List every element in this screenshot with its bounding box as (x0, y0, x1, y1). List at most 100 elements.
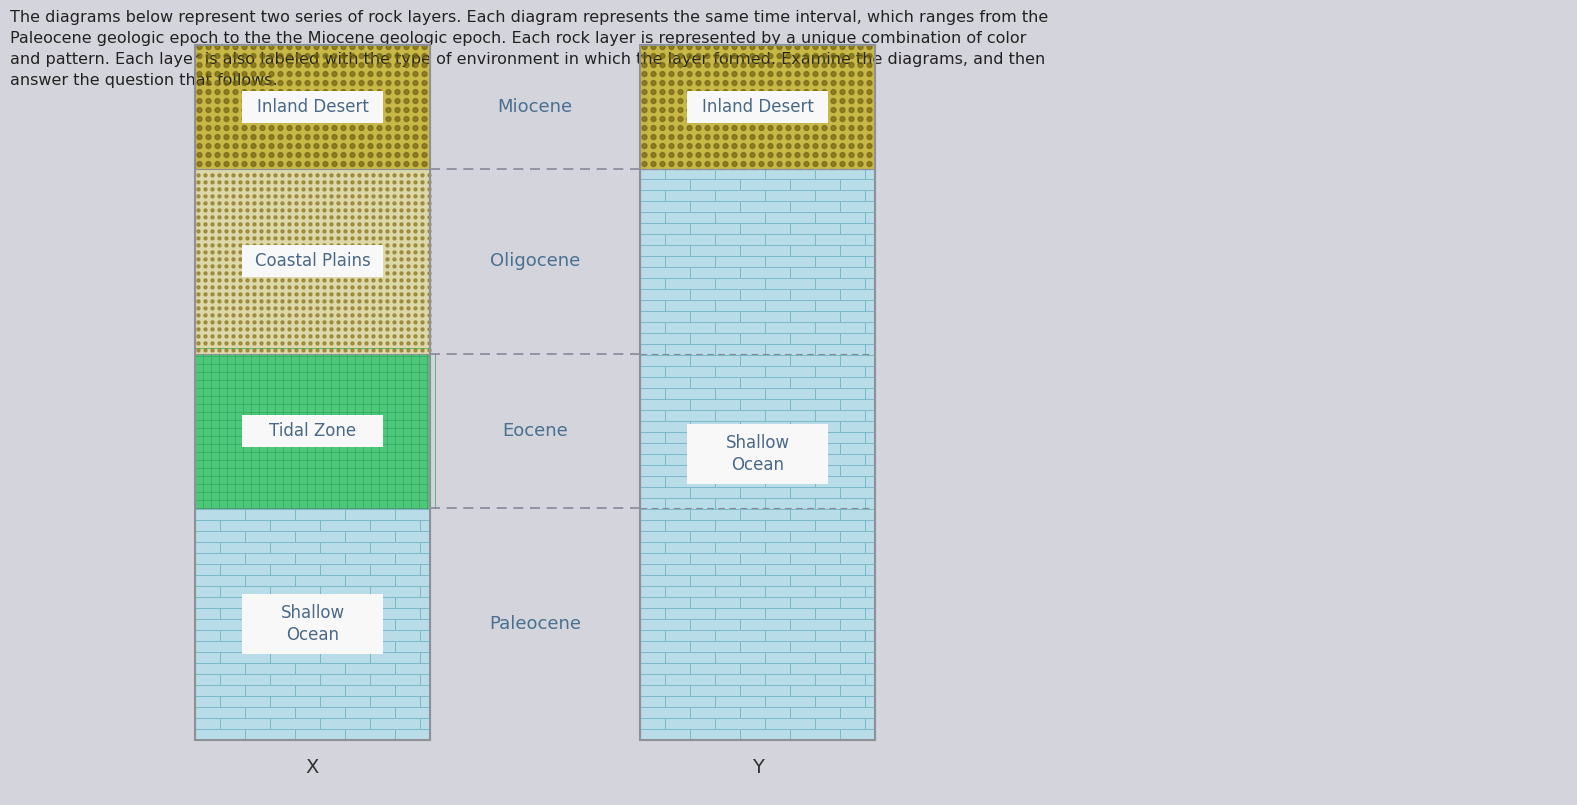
Circle shape (270, 126, 274, 130)
Circle shape (246, 272, 249, 275)
Circle shape (214, 54, 221, 59)
Circle shape (777, 117, 782, 122)
Circle shape (304, 72, 311, 76)
Circle shape (224, 162, 229, 167)
Circle shape (386, 188, 390, 191)
Circle shape (315, 181, 319, 184)
Circle shape (260, 328, 263, 331)
Circle shape (218, 188, 221, 191)
Circle shape (341, 108, 345, 113)
Circle shape (203, 181, 207, 184)
Circle shape (232, 307, 235, 310)
Circle shape (295, 216, 298, 219)
Circle shape (831, 98, 836, 104)
Circle shape (303, 188, 304, 191)
Circle shape (252, 208, 255, 212)
Circle shape (218, 174, 221, 177)
Circle shape (358, 342, 361, 345)
Circle shape (407, 321, 410, 324)
Circle shape (330, 216, 333, 219)
Circle shape (350, 89, 355, 94)
Circle shape (404, 153, 408, 158)
Circle shape (267, 230, 270, 233)
Circle shape (246, 307, 249, 310)
Circle shape (688, 80, 692, 85)
Bar (640, 45, 875, 168)
Circle shape (642, 63, 647, 68)
Circle shape (323, 307, 326, 310)
Circle shape (841, 72, 845, 76)
Circle shape (364, 279, 367, 282)
Circle shape (415, 208, 416, 212)
Circle shape (413, 153, 418, 158)
Bar (196, 45, 431, 168)
Circle shape (364, 230, 367, 233)
Circle shape (218, 223, 221, 226)
Circle shape (211, 300, 214, 303)
Circle shape (233, 162, 238, 167)
Circle shape (777, 153, 782, 158)
Circle shape (393, 342, 396, 345)
Bar (196, 508, 431, 740)
Circle shape (848, 98, 855, 104)
Circle shape (651, 134, 656, 139)
Circle shape (330, 174, 333, 177)
Circle shape (364, 195, 367, 198)
Circle shape (226, 258, 229, 261)
Circle shape (848, 72, 855, 76)
Circle shape (323, 328, 326, 331)
Circle shape (364, 208, 367, 212)
Circle shape (661, 72, 665, 76)
Circle shape (323, 126, 328, 130)
Circle shape (413, 98, 418, 104)
Circle shape (323, 117, 328, 122)
Circle shape (367, 126, 374, 130)
Circle shape (304, 89, 311, 94)
Circle shape (751, 72, 755, 76)
Circle shape (386, 80, 391, 85)
Circle shape (386, 216, 390, 219)
Circle shape (364, 335, 367, 338)
Circle shape (323, 202, 326, 205)
Circle shape (421, 300, 424, 303)
Circle shape (289, 279, 292, 282)
Circle shape (378, 230, 382, 233)
Circle shape (278, 108, 282, 113)
Circle shape (352, 237, 353, 240)
Circle shape (267, 174, 270, 177)
Circle shape (214, 143, 221, 149)
Circle shape (197, 307, 200, 310)
Circle shape (197, 251, 200, 254)
Circle shape (323, 153, 328, 158)
Circle shape (287, 108, 292, 113)
Circle shape (278, 126, 282, 130)
Circle shape (777, 126, 782, 130)
Circle shape (848, 108, 855, 113)
Circle shape (226, 314, 229, 317)
Circle shape (260, 314, 263, 317)
Circle shape (296, 44, 301, 50)
Circle shape (224, 89, 229, 94)
Circle shape (337, 342, 341, 345)
Circle shape (759, 80, 763, 85)
Circle shape (344, 230, 347, 233)
Circle shape (367, 63, 374, 68)
Circle shape (303, 251, 304, 254)
Circle shape (218, 251, 221, 254)
Circle shape (287, 143, 292, 149)
Circle shape (203, 237, 207, 240)
Circle shape (688, 54, 692, 59)
Circle shape (795, 44, 800, 50)
Circle shape (337, 216, 341, 219)
Circle shape (303, 258, 304, 261)
Circle shape (372, 202, 375, 205)
Circle shape (211, 279, 214, 282)
Circle shape (407, 286, 410, 289)
Circle shape (372, 223, 375, 226)
Circle shape (705, 80, 710, 85)
Circle shape (303, 202, 304, 205)
Circle shape (759, 134, 763, 139)
Circle shape (224, 98, 229, 104)
Circle shape (427, 208, 431, 212)
Circle shape (688, 63, 692, 68)
